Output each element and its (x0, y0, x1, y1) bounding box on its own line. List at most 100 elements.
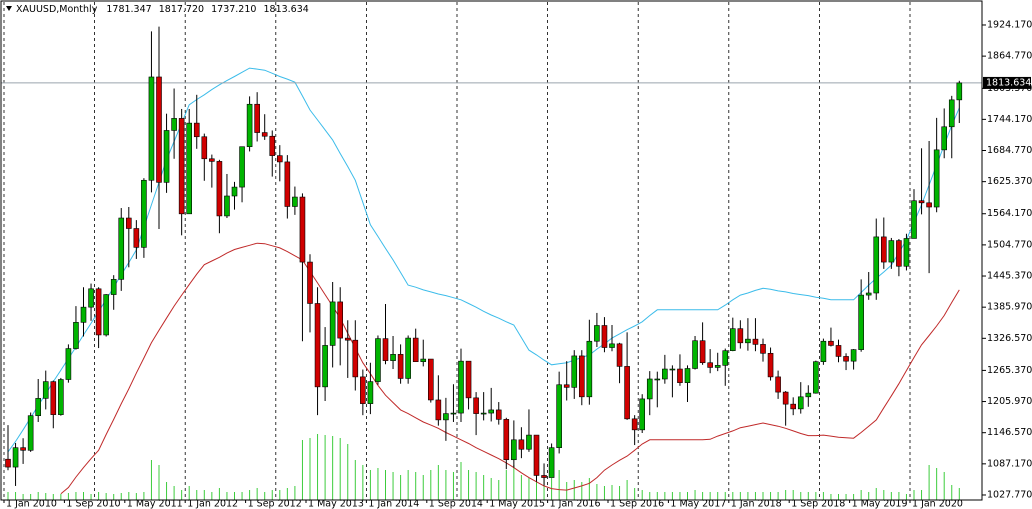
x-tick-label: 1 Jan 2018 (731, 499, 782, 509)
candle-body (669, 368, 676, 371)
candle-body (50, 381, 57, 415)
x-tick-label: 1 Sep 2014 (429, 499, 483, 509)
candle-body (594, 325, 600, 342)
candle-body (224, 195, 230, 217)
candle-body (65, 348, 72, 380)
candle-body (616, 343, 623, 367)
candle-body (390, 354, 396, 361)
candle-body (933, 149, 940, 208)
candle-body (541, 475, 547, 478)
candle-body (231, 186, 238, 197)
candle-body (12, 447, 19, 468)
x-tick-label: 1 May 2017 (670, 499, 726, 509)
candle-body (699, 340, 706, 364)
candle-body (631, 418, 638, 431)
candle-body (488, 409, 495, 414)
candle-body (382, 338, 389, 361)
candle-body (27, 415, 34, 451)
candle-body (269, 135, 276, 156)
candle-body (918, 200, 925, 204)
y-tick-label: 1326.570 (987, 333, 1032, 344)
candle-body (533, 434, 540, 476)
symbol: XAUUSD,Monthly (16, 4, 98, 15)
candle-body (609, 343, 615, 348)
header-low: 1737.210 (211, 4, 256, 15)
candle-body (752, 338, 759, 345)
candle-body (239, 146, 245, 188)
candle-body (948, 99, 955, 128)
y-tick-label: 1684.770 (987, 145, 1032, 156)
candle-body (548, 447, 555, 478)
candle-body (760, 344, 766, 354)
y-tick-label: 1625.370 (987, 176, 1032, 187)
candle-body (178, 118, 185, 215)
candle-body (360, 376, 366, 404)
candle-body (480, 412, 487, 415)
candle-body (299, 196, 306, 263)
candle-body (601, 325, 608, 348)
y-tick-label: 1864.770 (987, 51, 1032, 62)
candle-body (337, 301, 344, 339)
x-tick-label: 1 Sep 2012 (248, 499, 302, 509)
candle-body (624, 366, 630, 420)
candle-body (405, 337, 411, 379)
candle-body (737, 328, 744, 344)
candle-body (662, 368, 668, 380)
candle-body (73, 322, 79, 349)
candle-body (556, 384, 562, 448)
candle-body (201, 136, 208, 160)
candle-body (420, 358, 427, 362)
y-tick-label: 1087.170 (987, 458, 1032, 469)
x-tick-label: 1 May 2013 (308, 499, 364, 509)
y-tick-label: 1564.170 (987, 208, 1032, 219)
candle-body (526, 434, 532, 450)
candle-body (511, 439, 517, 461)
candle-body (307, 261, 313, 304)
candle-body (261, 132, 268, 137)
y-tick-label: 1027.770 (987, 489, 1032, 500)
candle-body (820, 340, 827, 362)
y-tick-label: 1265.370 (987, 365, 1032, 376)
candle-body (896, 240, 902, 267)
candle-body (571, 355, 578, 388)
candle-body (322, 345, 328, 388)
candle-body (450, 412, 457, 415)
candle-body (95, 288, 102, 336)
candle-body (729, 328, 736, 351)
candle-body (654, 378, 661, 381)
x-tick-label: 1 Jan 2020 (912, 499, 963, 509)
candle-body (843, 356, 849, 362)
candle-body (767, 352, 774, 378)
x-tick-label: 1 Sep 2010 (66, 499, 120, 509)
x-tick-label: 1 Jan 2010 (6, 499, 57, 509)
chart-header: XAUUSD,Monthly 1781.347 1817.720 1737.21… (16, 4, 309, 15)
plot-frame (0, 0, 983, 501)
candle-body (276, 155, 283, 163)
candle-body (20, 447, 26, 451)
candle-body (443, 413, 449, 421)
candle-body (880, 236, 887, 263)
header-open: 1781.347 (106, 4, 151, 15)
candle-body (941, 126, 948, 151)
candle-body (692, 340, 698, 369)
candle-body (956, 82, 963, 101)
candle-body (639, 398, 646, 431)
y-tick-label: 1924.170 (987, 19, 1032, 30)
candle-body (352, 339, 359, 378)
candle-body (103, 294, 109, 336)
candle-body (646, 378, 653, 400)
candle-body (344, 337, 351, 341)
candle-body (292, 196, 298, 207)
candle-body (427, 358, 434, 401)
candle-body (888, 240, 895, 263)
candle-body (458, 360, 464, 414)
candle-body (435, 399, 442, 421)
candle-body (42, 381, 49, 399)
candle-body (707, 362, 713, 368)
candle-body (722, 350, 729, 366)
candle-body (110, 279, 117, 295)
y-tick-label: 1146.570 (987, 427, 1032, 438)
x-tick-label: 1 Jan 2016 (550, 499, 601, 509)
candle-body (828, 340, 834, 346)
candle-body (495, 409, 502, 420)
